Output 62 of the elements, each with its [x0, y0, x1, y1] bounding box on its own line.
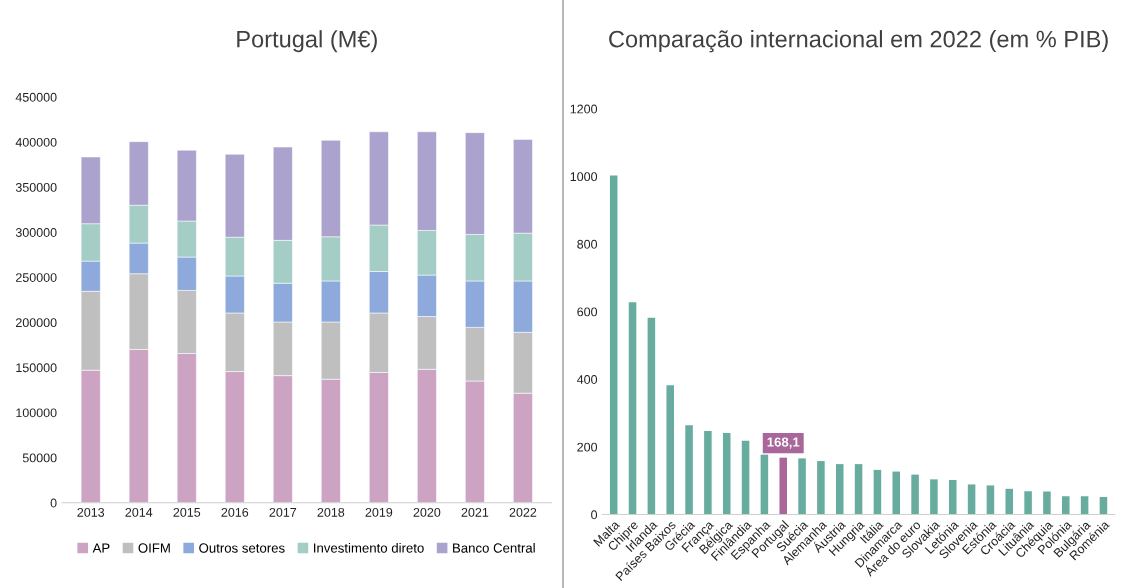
x-tick-label: 2021 — [461, 507, 489, 517]
y-tick-label: 800 — [577, 239, 598, 249]
bar — [798, 458, 806, 515]
bar — [685, 425, 693, 515]
legend-label: Banco Central — [453, 543, 535, 553]
x-tick-label: 2014 — [125, 507, 153, 517]
bar — [1005, 488, 1014, 515]
y-tick-label: 0 — [591, 510, 598, 520]
bar — [609, 175, 618, 515]
bar — [948, 480, 957, 515]
bar — [760, 454, 769, 515]
bar — [666, 385, 674, 515]
bar — [892, 471, 901, 515]
legend-label: AP — [92, 543, 110, 553]
y-tick-label: 400000 — [15, 137, 57, 147]
y-tick-label: 50000 — [22, 453, 57, 463]
legend-label: Investimento direto — [314, 543, 424, 553]
bar — [628, 302, 637, 515]
bar — [817, 461, 825, 515]
bar — [779, 457, 787, 515]
y-tick-label: 100000 — [16, 408, 57, 418]
x-tick-label: 2013 — [77, 507, 105, 517]
bar — [722, 433, 731, 515]
x-tick-label: 2016 — [221, 507, 249, 517]
chart-title: Comparação internacional em 2022 (em % PIB) — [609, 30, 1108, 53]
bar — [1099, 496, 1108, 515]
bar — [930, 479, 938, 515]
x-tick-label: 2018 — [317, 507, 345, 517]
bar — [1043, 491, 1051, 515]
legend-label: OIFM — [138, 543, 170, 553]
y-tick-label: 300000 — [15, 228, 57, 237]
bar — [704, 430, 712, 515]
x-tick-label: 2017 — [269, 507, 297, 517]
y-tick-label: 1200 — [570, 104, 598, 114]
y-tick-label: 600 — [577, 307, 598, 317]
bar — [647, 317, 656, 515]
bar — [967, 484, 976, 515]
x-tick-label: 2020 — [413, 507, 441, 517]
y-tick-label: 200000 — [15, 318, 57, 328]
legend-label: Outros setores — [199, 543, 285, 553]
y-tick-label: 400 — [576, 375, 598, 384]
y-tick-label: 1000 — [570, 172, 598, 182]
y-tick-label: 150000 — [16, 363, 57, 373]
y-tick-label: 250000 — [15, 273, 57, 282]
x-tick-label: 2015 — [173, 507, 201, 517]
data-label: 168,1 — [767, 437, 800, 449]
bar — [1024, 491, 1032, 515]
bar — [1080, 496, 1089, 515]
y-tick-label: 200 — [577, 442, 598, 452]
bar — [854, 464, 863, 515]
x-tick-label: 2022 — [509, 507, 537, 517]
bar — [1062, 496, 1070, 515]
y-tick-label: 350000 — [15, 182, 57, 192]
y-tick-label: 450000 — [15, 92, 57, 102]
bar — [911, 474, 919, 515]
bar — [741, 440, 750, 515]
bar — [835, 464, 844, 515]
bar — [986, 485, 995, 515]
x-tick-label: 2019 — [365, 507, 393, 517]
chart-title: Portugal (M€) — [237, 30, 377, 53]
y-tick-label: 0 — [50, 498, 57, 508]
bar — [873, 469, 882, 515]
